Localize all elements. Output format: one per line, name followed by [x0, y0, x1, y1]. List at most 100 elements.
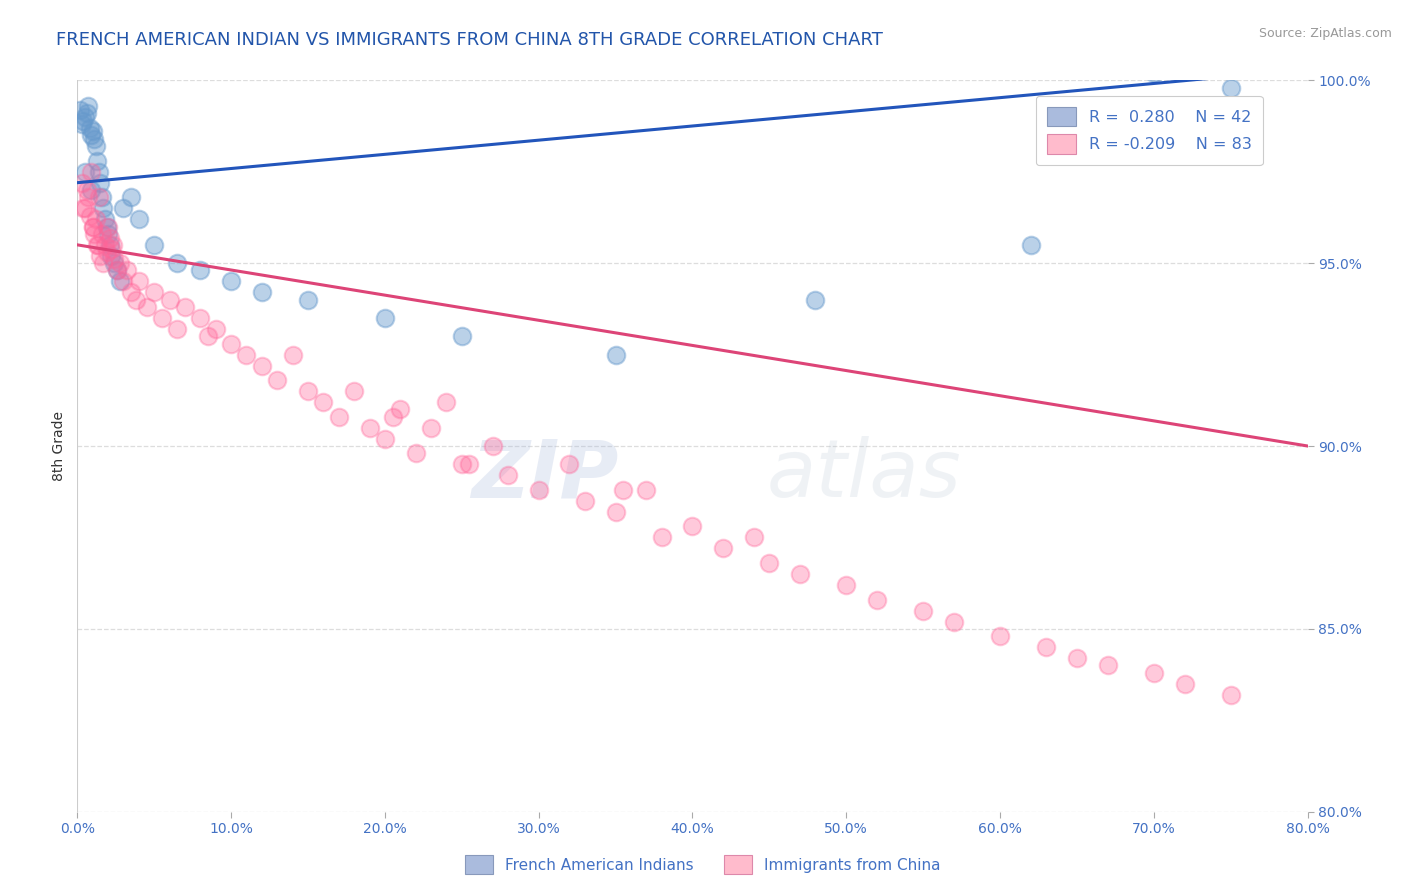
Point	[70, 117, 93, 131]
Point	[1219, 80, 1241, 95]
Point	[76, 183, 98, 197]
Point	[110, 256, 132, 270]
Point	[527, 483, 550, 497]
Point	[100, 249, 122, 263]
Point	[105, 263, 128, 277]
Point	[682, 519, 704, 533]
Point	[89, 176, 111, 190]
Point	[79, 120, 101, 135]
Point	[912, 604, 935, 618]
Point	[80, 164, 103, 178]
Point	[359, 421, 381, 435]
Point	[120, 190, 142, 204]
Point	[125, 293, 148, 307]
Point	[496, 468, 519, 483]
Point	[174, 300, 197, 314]
Point	[789, 567, 811, 582]
Point	[988, 629, 1011, 643]
Point	[70, 176, 93, 190]
Point	[86, 153, 108, 168]
Point	[1174, 677, 1197, 691]
Point	[87, 238, 110, 252]
Point	[450, 458, 472, 472]
Point	[84, 139, 107, 153]
Point	[219, 336, 242, 351]
Point	[381, 409, 404, 424]
Point	[150, 311, 173, 326]
Point	[87, 164, 110, 178]
Point	[219, 275, 242, 289]
Point	[281, 348, 304, 362]
Point	[103, 256, 125, 270]
Point	[1097, 658, 1119, 673]
Point	[100, 242, 122, 256]
Point	[374, 311, 396, 326]
Legend: R =  0.280    N = 42, R = -0.209    N = 83: R = 0.280 N = 42, R = -0.209 N = 83	[1036, 95, 1263, 165]
Point	[93, 256, 115, 270]
Text: ZIP: ZIP	[471, 436, 619, 515]
Point	[73, 110, 96, 124]
Point	[1035, 640, 1057, 655]
Point	[72, 113, 94, 128]
Point	[1019, 238, 1042, 252]
Point	[328, 409, 350, 424]
Point	[128, 212, 150, 227]
Point	[197, 329, 219, 343]
Point	[83, 132, 105, 146]
Point	[103, 252, 125, 267]
Point	[204, 322, 226, 336]
Point	[188, 311, 212, 326]
Point	[835, 578, 858, 592]
Point	[69, 103, 91, 117]
Point	[558, 458, 581, 472]
Point	[101, 238, 124, 252]
Point	[110, 275, 132, 289]
Point	[250, 359, 273, 373]
Point	[636, 483, 658, 497]
Point	[90, 227, 114, 241]
Point	[98, 230, 121, 244]
Point	[112, 202, 135, 216]
Point	[450, 329, 472, 343]
Point	[77, 190, 100, 204]
Point	[94, 238, 117, 252]
Point	[250, 285, 273, 300]
Point	[866, 592, 889, 607]
Text: atlas: atlas	[766, 436, 962, 515]
Point	[89, 249, 111, 263]
Point	[135, 300, 157, 314]
Point	[374, 432, 396, 446]
Point	[343, 384, 366, 399]
Text: Source: ZipAtlas.com: Source: ZipAtlas.com	[1258, 27, 1392, 40]
Point	[105, 263, 128, 277]
Point	[1066, 651, 1088, 665]
Point	[1143, 66, 1166, 80]
Point	[76, 106, 98, 120]
Point	[436, 395, 458, 409]
Point	[188, 263, 212, 277]
Point	[574, 494, 596, 508]
Point	[166, 256, 188, 270]
Point	[159, 293, 181, 307]
Point	[82, 219, 104, 234]
Point	[87, 190, 110, 204]
Point	[942, 615, 965, 629]
Point	[297, 384, 319, 399]
Point	[73, 164, 96, 178]
Point	[128, 275, 150, 289]
Point	[115, 263, 138, 277]
Text: FRENCH AMERICAN INDIAN VS IMMIGRANTS FROM CHINA 8TH GRADE CORRELATION CHART: FRENCH AMERICAN INDIAN VS IMMIGRANTS FRO…	[56, 31, 883, 49]
Point	[112, 275, 135, 289]
Point	[97, 227, 120, 241]
Y-axis label: 8th Grade: 8th Grade	[52, 411, 66, 481]
Legend: French American Indians, Immigrants from China: French American Indians, Immigrants from…	[460, 849, 946, 880]
Point	[94, 212, 117, 227]
Point	[458, 458, 481, 472]
Point	[84, 212, 107, 227]
Point	[98, 238, 121, 252]
Point	[612, 483, 634, 497]
Point	[83, 227, 105, 241]
Point	[266, 373, 288, 387]
Point	[93, 202, 115, 216]
Point	[481, 439, 503, 453]
